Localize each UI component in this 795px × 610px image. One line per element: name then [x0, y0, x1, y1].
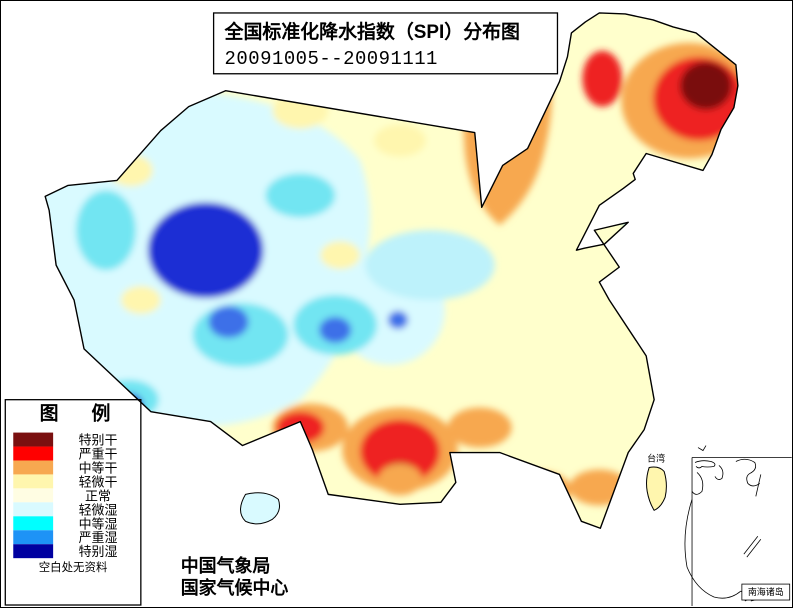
svg-text:正常: 正常	[85, 488, 111, 503]
svg-text:轻微干: 轻微干	[79, 474, 118, 489]
svg-text:20091005--20091111: 20091005--20091111	[225, 48, 438, 70]
svg-text:轻微湿: 轻微湿	[79, 502, 118, 517]
svg-text:中等湿: 中等湿	[79, 516, 118, 531]
svg-text:严重湿: 严重湿	[79, 530, 118, 545]
svg-text:特别湿: 特别湿	[79, 544, 118, 559]
svg-text:中等干: 中等干	[79, 460, 118, 475]
svg-text:南海诸岛: 南海诸岛	[748, 586, 784, 597]
svg-text:台湾: 台湾	[647, 452, 665, 463]
svg-text:全国标准化降水指数（SPI）分布图: 全国标准化降水指数（SPI）分布图	[224, 20, 520, 43]
svg-text:中国气象局: 中国气象局	[181, 555, 271, 576]
svg-text:国家气候中心: 国家气候中心	[181, 577, 289, 598]
svg-text:空白处无资料: 空白处无资料	[39, 560, 108, 574]
svg-text:例: 例	[92, 402, 111, 425]
svg-text:图: 图	[40, 403, 59, 425]
svg-text:特别干: 特别干	[79, 433, 118, 448]
svg-text:严重干: 严重干	[79, 446, 118, 461]
